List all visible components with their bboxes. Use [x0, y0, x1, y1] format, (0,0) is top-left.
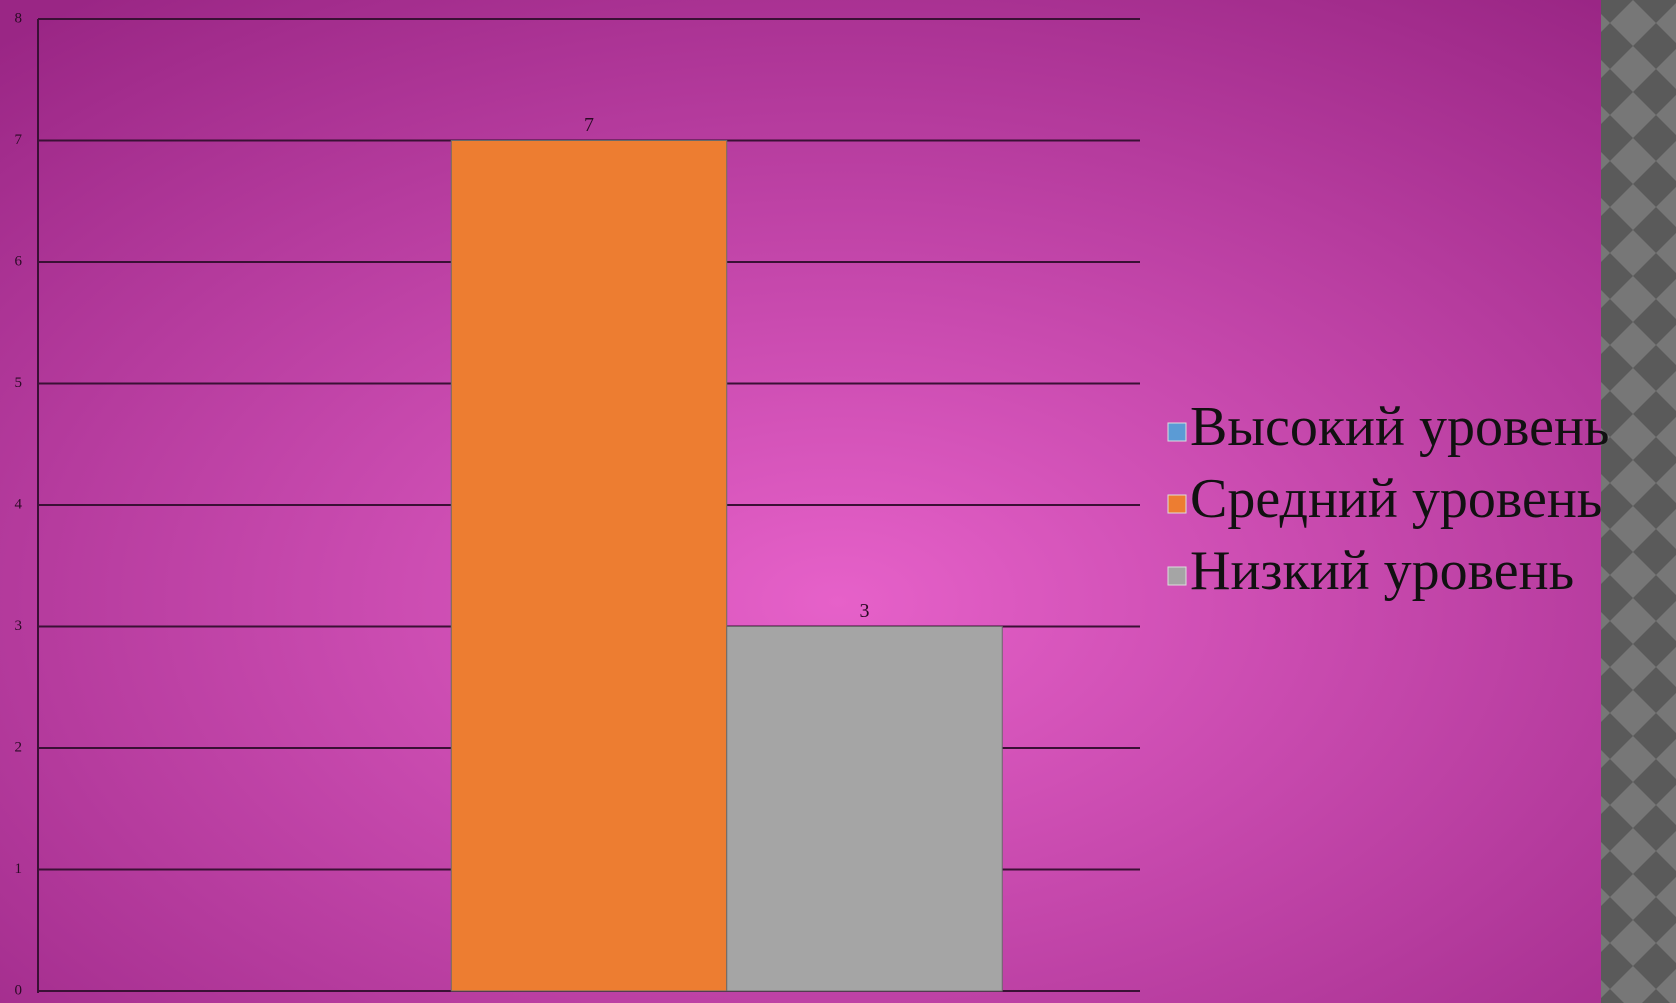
y-tick-label: 6 [15, 253, 23, 269]
legend-swatch [1167, 494, 1187, 514]
y-tick-label: 2 [15, 739, 23, 755]
legend-label: Высокий уровень [1190, 396, 1609, 458]
bar [450, 140, 728, 992]
data-label: 7 [584, 114, 594, 136]
y-tick-label: 4 [15, 496, 23, 512]
data-label: 3 [860, 600, 870, 622]
y-tick-label: 3 [15, 618, 23, 634]
y-tick-label: 0 [15, 982, 23, 998]
y-tick-label: 8 [15, 10, 23, 26]
side-pattern [1601, 0, 1676, 1003]
y-tick-label: 1 [15, 861, 23, 877]
legend-label: Низкий уровень [1190, 540, 1574, 602]
legend-label: Средний уровень [1190, 468, 1602, 530]
y-tick-label: 7 [15, 132, 23, 148]
legend-swatch [1167, 422, 1187, 442]
y-tick-label: 5 [15, 375, 23, 391]
legend-swatch [1167, 566, 1187, 586]
bar [726, 626, 1003, 992]
